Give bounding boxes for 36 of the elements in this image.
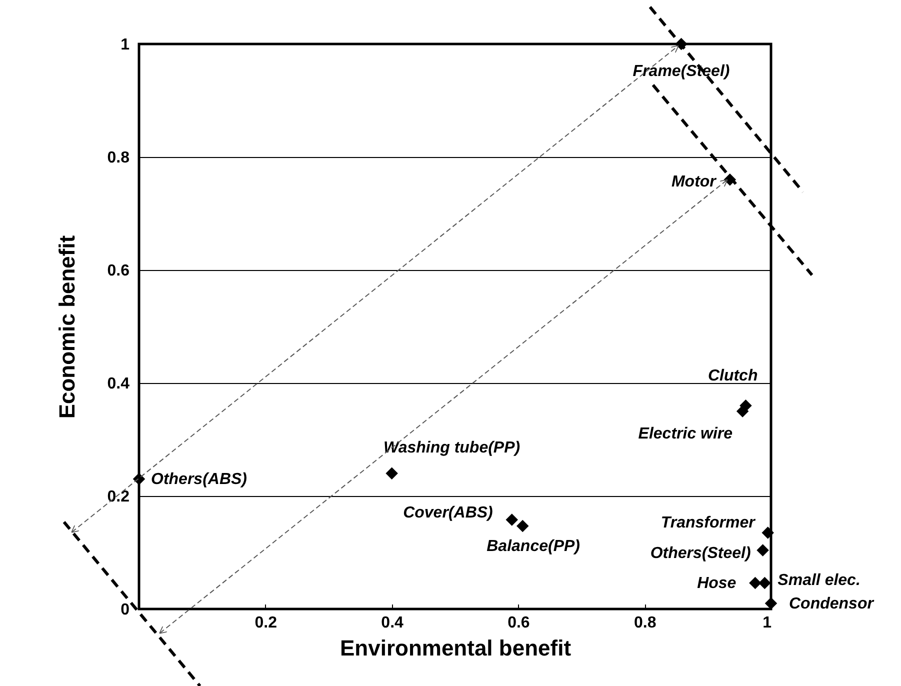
y-axis-title: Economic benefit (54, 234, 80, 419)
point (764, 597, 778, 610)
point (762, 526, 774, 539)
y-tick-label: 0.8 (107, 150, 130, 166)
x-tick-label: 1 (762, 614, 772, 632)
x-axis-title: Environmental benefit (340, 636, 572, 660)
series-label: Clutch (708, 368, 758, 385)
point (758, 576, 771, 590)
point (386, 467, 398, 480)
y-tick-label: 0 (120, 602, 130, 618)
series-label: Balance(PP) (486, 538, 580, 555)
point (749, 576, 762, 590)
series-label: Others(Steel) (650, 545, 751, 562)
point (132, 472, 146, 486)
y-tick-label: 0.6 (107, 262, 130, 280)
x-tick-label: 0.4 (381, 614, 404, 632)
x-tick-label: 0.2 (254, 614, 278, 632)
series-label: Frame(Steel) (632, 63, 730, 80)
y-tick-label: 0.2 (107, 488, 130, 506)
series-label: Hose (697, 575, 736, 592)
series-label: Condensor (789, 595, 874, 612)
series-label: Transformer (660, 514, 756, 532)
y-tick-label: 1 (120, 36, 130, 54)
series-label: Motor (671, 174, 717, 191)
y-tick-label: 0.4 (107, 376, 130, 392)
x-tick-label: 0.8 (634, 614, 656, 632)
series-label: Washing tube(PP) (384, 439, 520, 456)
series-label: Electric wire (638, 425, 733, 442)
x-tick-label: 0.6 (508, 614, 530, 632)
point (516, 520, 529, 532)
series-label: Small elec. (778, 572, 860, 590)
point (506, 514, 518, 526)
point (756, 544, 769, 556)
series-label: Others(ABS) (151, 471, 248, 488)
point (736, 405, 749, 418)
series-label: Cover(ABS) (403, 504, 493, 522)
